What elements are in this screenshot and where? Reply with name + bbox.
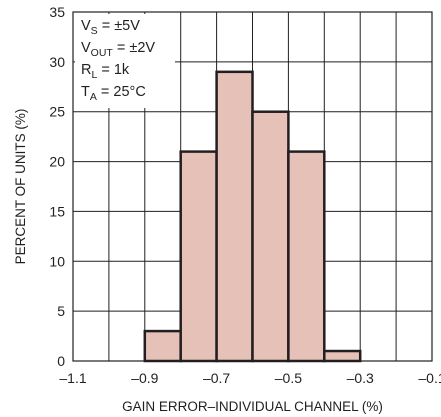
x-tick-labels: –1.1 –0.9 –0.7 –0.5 –0.3 –0.1 — [59, 370, 441, 386]
y-tick-label: 10 — [49, 253, 65, 269]
x-tick-label: –0.3 — [347, 370, 374, 386]
histogram-bar — [215, 70, 254, 363]
test-condition: RL = 1k — [81, 62, 130, 81]
y-axis-title: PERCENT OF UNITS (%) — [13, 109, 28, 265]
conditions-box-background — [75, 14, 175, 108]
histogram-bar — [287, 150, 326, 363]
test-condition: VOUT = ±2V — [81, 40, 155, 59]
test-condition: VS = ±5V — [81, 18, 140, 37]
y-tick-labels: 0 5 10 15 20 25 30 35 — [49, 4, 65, 369]
x-tick-label: –1.1 — [59, 370, 86, 386]
x-tick-label: –0.9 — [131, 370, 158, 386]
test-conditions: VS = ±5V VOUT = ±2V RL = 1k TA = 25°C — [81, 18, 155, 103]
histogram-bar — [251, 110, 290, 363]
histogram-bars — [143, 70, 362, 363]
histogram-bar — [179, 150, 218, 363]
y-tick-label: 35 — [49, 4, 65, 20]
histogram-bar — [323, 349, 362, 363]
histogram-bar — [143, 329, 182, 363]
y-tick-label: 5 — [57, 303, 65, 319]
y-tick-label: 0 — [57, 353, 65, 369]
test-condition: TA = 25°C — [81, 84, 146, 103]
y-tick-label: 20 — [49, 154, 65, 170]
y-tick-label: 30 — [49, 54, 65, 70]
y-tick-label: 25 — [49, 104, 65, 120]
x-axis-title: GAIN ERROR–INDIVIDUAL CHANNEL (%) — [122, 399, 383, 414]
x-tick-label: –0.7 — [203, 370, 230, 386]
plot-frame — [72, 11, 433, 362]
x-tick-label: –0.1 — [418, 370, 441, 386]
y-tick-label: 15 — [49, 203, 65, 219]
x-tick-label: –0.5 — [275, 370, 302, 386]
